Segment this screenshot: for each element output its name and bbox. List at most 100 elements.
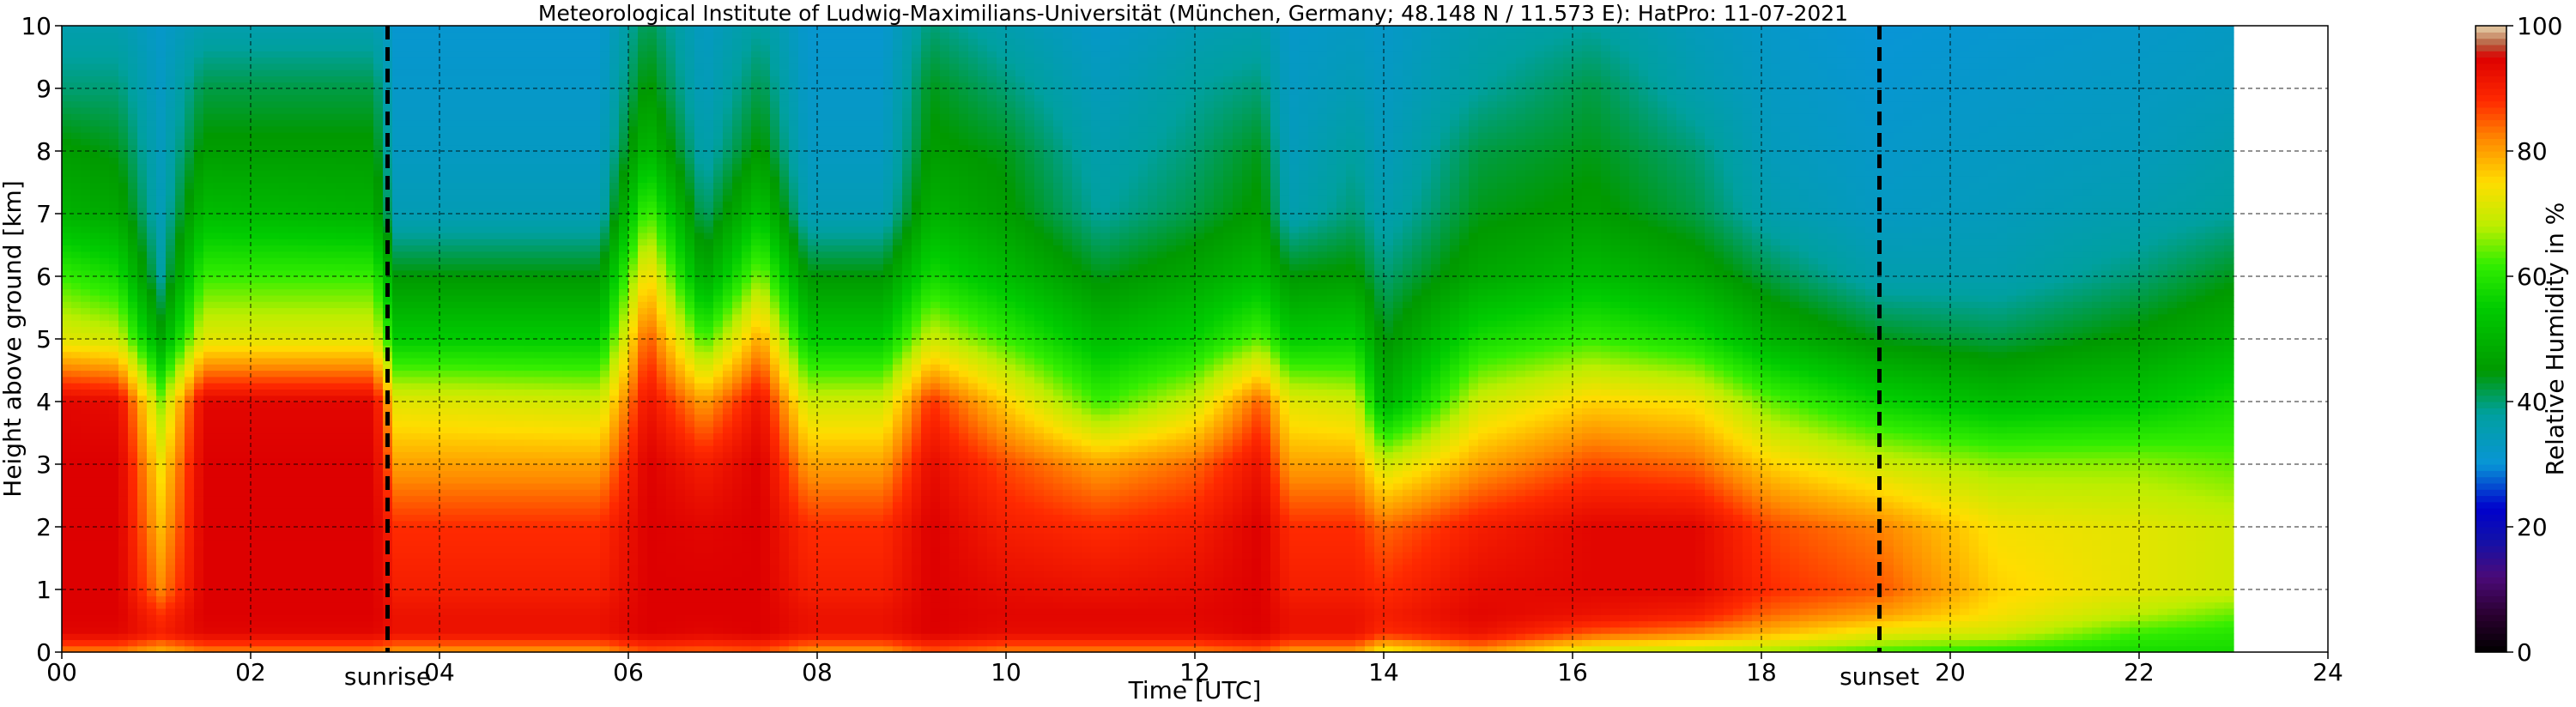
heatmap-cell xyxy=(345,639,355,647)
heatmap-cell xyxy=(185,495,195,503)
heatmap-cell xyxy=(364,383,374,390)
heatmap-cell xyxy=(81,232,91,239)
heatmap-cell xyxy=(326,144,336,152)
heatmap-cell xyxy=(496,545,506,553)
heatmap-cell xyxy=(222,307,233,315)
heatmap-cell xyxy=(430,220,440,227)
heatmap-cell xyxy=(270,151,280,158)
heatmap-cell xyxy=(118,445,129,452)
heatmap-cell xyxy=(203,320,214,327)
heatmap-cell xyxy=(336,583,346,590)
heatmap-cell xyxy=(373,601,384,609)
heatmap-cell xyxy=(487,527,497,534)
heatmap-cell xyxy=(251,307,261,315)
heatmap-cell xyxy=(203,44,214,51)
heatmap-cell xyxy=(411,132,421,139)
heatmap-cell xyxy=(392,125,403,133)
heatmap-cell xyxy=(175,539,185,547)
heatmap-cell xyxy=(402,558,412,565)
heatmap-cell xyxy=(421,639,431,647)
heatmap-cell xyxy=(71,57,82,64)
heatmap-cell xyxy=(137,301,148,309)
heatmap-cell xyxy=(392,402,403,408)
heatmap-cell xyxy=(175,389,185,396)
heatmap-cell xyxy=(326,169,336,177)
heatmap-cell xyxy=(430,207,440,215)
heatmap-cell xyxy=(487,539,497,547)
heatmap-cell xyxy=(147,239,157,246)
heatmap-cell xyxy=(90,639,100,647)
heatmap-cell xyxy=(156,426,167,434)
heatmap-cell xyxy=(326,151,336,158)
heatmap-cell xyxy=(288,370,299,378)
heatmap-cell xyxy=(421,376,431,384)
heatmap-cell xyxy=(336,125,346,133)
heatmap-cell xyxy=(307,157,318,165)
heatmap-cell xyxy=(307,257,318,264)
heatmap-cell xyxy=(524,595,535,603)
heatmap-cell xyxy=(421,564,431,571)
heatmap-cell xyxy=(506,132,516,139)
heatmap-cell xyxy=(439,207,450,215)
heatmap-cell xyxy=(109,32,119,39)
heatmap-cell xyxy=(307,345,318,353)
heatmap-cell xyxy=(128,426,138,434)
heatmap-cell xyxy=(373,626,384,634)
heatmap-cell xyxy=(402,26,412,33)
heatmap-cell xyxy=(439,533,450,541)
heatmap-cell xyxy=(439,633,450,640)
heatmap-cell xyxy=(71,63,82,70)
heatmap-cell xyxy=(364,163,374,171)
heatmap-cell xyxy=(317,501,327,509)
heatmap-cell xyxy=(279,288,289,296)
heatmap-cell xyxy=(109,113,119,121)
heatmap-cell xyxy=(288,376,299,384)
heatmap-cell xyxy=(496,357,506,365)
heatmap-cell xyxy=(137,426,148,434)
heatmap-cell xyxy=(496,370,506,378)
heatmap-cell xyxy=(402,489,412,497)
heatmap-cell xyxy=(137,94,148,102)
heatmap-cell xyxy=(487,395,497,402)
heatmap-cell xyxy=(62,257,72,264)
heatmap-cell xyxy=(421,595,431,603)
heatmap-cell xyxy=(166,476,176,484)
heatmap-cell xyxy=(345,339,355,346)
heatmap-cell xyxy=(260,176,270,184)
heatmap-cell xyxy=(307,276,318,283)
heatmap-cell xyxy=(109,639,119,647)
heatmap-cell xyxy=(203,282,214,290)
heatmap-cell xyxy=(166,182,176,190)
heatmap-cell xyxy=(288,32,299,39)
heatmap-cell xyxy=(232,163,242,171)
heatmap-cell xyxy=(185,32,195,39)
heatmap-cell xyxy=(402,38,412,45)
heatmap-cell xyxy=(449,282,459,290)
heatmap-cell xyxy=(411,414,421,421)
heatmap-cell xyxy=(213,220,223,227)
heatmap-cell xyxy=(109,489,119,497)
heatmap-cell xyxy=(175,125,185,133)
heatmap-cell xyxy=(458,470,469,478)
heatmap-cell xyxy=(402,351,412,359)
heatmap-cell xyxy=(251,320,261,327)
heatmap-cell xyxy=(241,495,252,503)
heatmap-cell xyxy=(515,601,525,609)
heatmap-cell xyxy=(175,527,185,534)
heatmap-cell xyxy=(71,482,82,490)
heatmap-cell xyxy=(430,470,440,478)
heatmap-cell xyxy=(307,445,318,452)
heatmap-cell xyxy=(411,589,421,596)
heatmap-cell xyxy=(222,607,233,615)
heatmap-cell xyxy=(279,57,289,64)
heatmap-cell xyxy=(477,263,488,271)
heatmap-cell xyxy=(430,176,440,184)
heatmap-cell xyxy=(317,239,327,246)
heatmap-cell xyxy=(515,527,525,534)
heatmap-cell xyxy=(166,320,176,327)
heatmap-cell xyxy=(468,601,478,609)
heatmap-cell xyxy=(326,301,336,309)
heatmap-cell xyxy=(487,182,497,190)
heatmap-cell xyxy=(175,94,185,102)
heatmap-cell xyxy=(109,63,119,70)
